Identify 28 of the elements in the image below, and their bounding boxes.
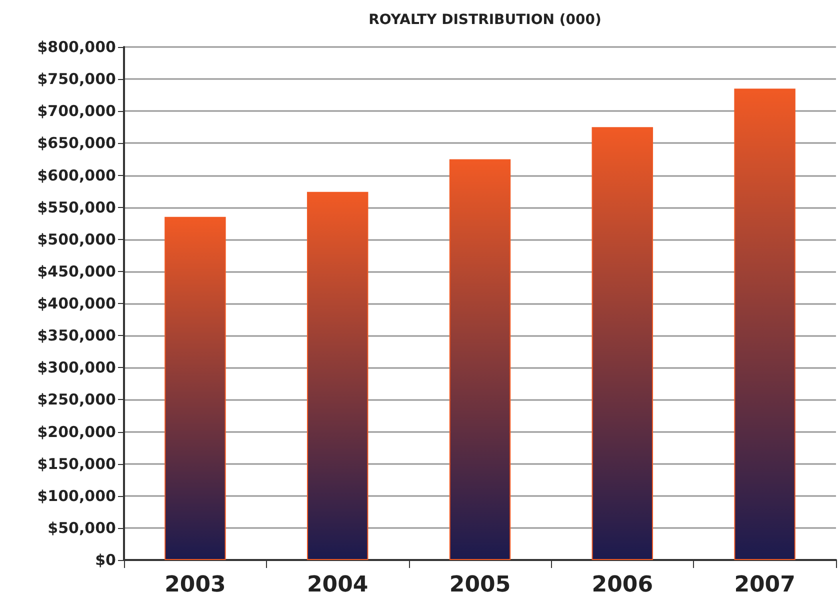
y-tick-label: $150,000 (37, 454, 116, 473)
bar (306, 192, 368, 560)
y-tick-label: $800,000 (37, 38, 116, 56)
y-tick-label: $0 (95, 551, 116, 569)
y-tick-label: $350,000 (37, 326, 116, 345)
y-tick-label: $750,000 (37, 70, 116, 88)
y-tick-label: $300,000 (37, 358, 116, 377)
y-tick-label: $600,000 (37, 166, 116, 184)
x-tick-label: 2006 (592, 572, 654, 598)
x-tick-label: 2004 (306, 572, 368, 598)
bar (734, 88, 796, 560)
x-tick-label: 2005 (449, 572, 511, 598)
bar (449, 159, 511, 560)
y-tick-label: $450,000 (37, 262, 116, 280)
x-tick-label: 2007 (734, 572, 796, 598)
x-tick-label: 2003 (164, 572, 226, 598)
chart-title: ROYALTY DISTRIBUTION (000) (368, 12, 602, 28)
y-tick-label: $200,000 (37, 422, 116, 441)
y-tick-label: $250,000 (37, 390, 116, 409)
y-tick-label: $50,000 (48, 518, 116, 537)
y-tick-label: $400,000 (37, 294, 116, 312)
bar (592, 127, 654, 560)
y-tick-label: $100,000 (37, 486, 116, 505)
bar (164, 216, 226, 560)
y-tick-label: $700,000 (37, 102, 116, 120)
y-tick-label: $550,000 (37, 198, 116, 216)
y-tick-label: $650,000 (37, 134, 116, 152)
y-tick-label: $500,000 (37, 230, 116, 248)
